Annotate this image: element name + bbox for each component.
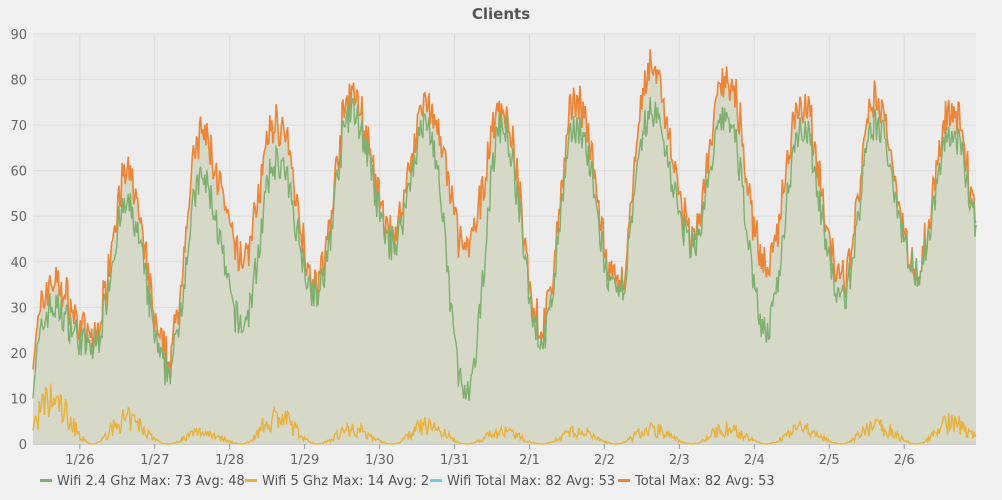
x-tick-label: 1/27	[140, 453, 169, 468]
legend-max: Max: 82	[510, 474, 566, 489]
legend: Wifi 2.4 Ghz Max: 73 Avg: 48 Wifi 5 Ghz M…	[40, 474, 775, 489]
legend-label: Wifi 5 Ghz Max: 14 Avg: 2	[262, 474, 429, 489]
chart-title: Clients	[472, 5, 530, 23]
y-tick-label: 80	[10, 74, 27, 89]
x-tick-label: 1/30	[365, 453, 394, 468]
legend-series-name: Wifi 2.4 Ghz	[57, 474, 140, 489]
x-tick-label: 1/31	[440, 453, 469, 468]
total-area	[33, 49, 976, 445]
legend-swatch	[618, 479, 630, 482]
legend-max: Max: 14	[332, 474, 388, 489]
y-tick-label: 30	[10, 301, 27, 316]
legend-avg: Avg: 53	[726, 474, 775, 489]
y-tick-label: 60	[10, 165, 27, 180]
legend-avg: Avg: 48	[196, 474, 245, 489]
x-tick-label: 2/4	[744, 453, 765, 468]
series-line-wifi-2-4-ghz	[32, 95, 977, 401]
x-tick-label: 2/5	[819, 453, 840, 468]
legend-swatch	[430, 479, 442, 482]
x-tick-label: 2/2	[594, 453, 615, 468]
series-layer	[32, 49, 977, 445]
legend-series-name: Wifi 5 Ghz	[262, 474, 332, 489]
legend-swatch	[245, 479, 257, 482]
legend-avg: Avg: 2	[388, 474, 429, 489]
x-tick-label: 1/26	[65, 453, 94, 468]
legend-label: Total Max: 82 Avg: 53	[634, 474, 775, 489]
y-tick-label: 10	[10, 392, 27, 407]
x-tick-label: 1/28	[215, 453, 244, 468]
legend-max: Max: 73	[140, 474, 196, 489]
y-tick-label: 50	[10, 210, 27, 225]
legend-label: Wifi 2.4 Ghz Max: 73 Avg: 48	[57, 474, 245, 489]
legend-max: Max: 82	[670, 474, 726, 489]
y-tick-label: 0	[19, 438, 27, 453]
y-tick-label: 20	[10, 347, 27, 362]
legend-avg: Avg: 53	[566, 474, 615, 489]
y-tick-label: 90	[10, 28, 27, 43]
x-tick-label: 2/3	[669, 453, 690, 468]
y-axis: 0 10 20 30 40 50 60 70 80 90	[10, 28, 27, 453]
legend-series-name: Total	[634, 474, 670, 489]
legend-label: Wifi Total Max: 82 Avg: 53	[447, 474, 615, 489]
x-tick-label: 2/6	[894, 453, 915, 468]
x-axis: 1/26 1/27 1/28 1/29 1/30 1/31 2/1 2/2 2/3 2/4 2/5 2…	[65, 444, 915, 468]
x-tick-label: 2/1	[519, 453, 540, 468]
series-line-total	[32, 49, 977, 379]
x-tick-label: 1/29	[290, 453, 319, 468]
legend-series-name: Wifi Total	[447, 474, 510, 489]
series-line-wifi-5-ghz	[32, 383, 977, 445]
legend-swatch	[40, 479, 52, 482]
y-tick-label: 40	[10, 256, 27, 271]
y-tick-label: 70	[10, 119, 27, 134]
